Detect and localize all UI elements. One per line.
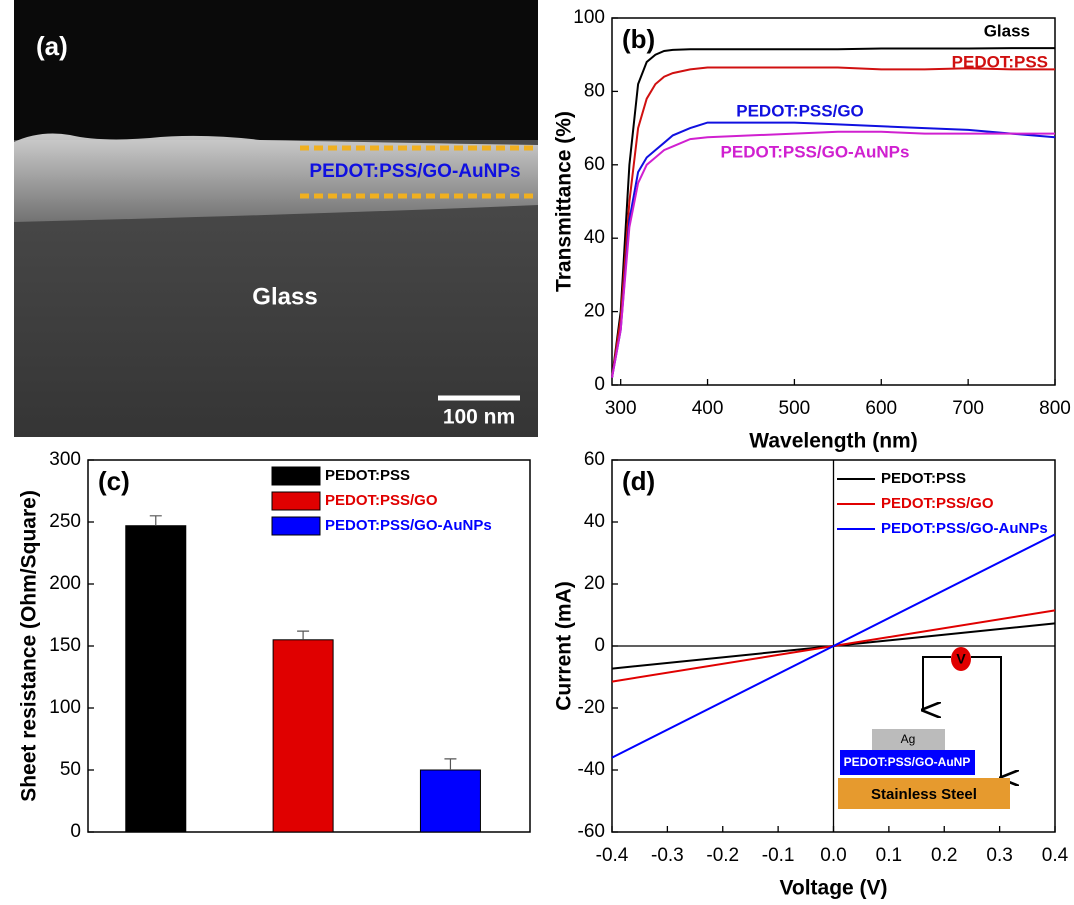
legend-swatch bbox=[271, 516, 321, 536]
error-bar bbox=[297, 630, 310, 640]
y-axis-label: Transmittance (%) bbox=[553, 111, 576, 292]
x-tick-label: 0.0 bbox=[820, 845, 846, 866]
x-tick-label: -0.1 bbox=[762, 845, 795, 866]
x-tick-label: -0.2 bbox=[706, 845, 739, 866]
inset-meter bbox=[951, 647, 971, 671]
legend-label: PEDOT:PSS bbox=[881, 470, 966, 487]
y-tick-label: 60 bbox=[584, 449, 605, 470]
x-tick-label: -0.4 bbox=[596, 845, 629, 866]
y-tick-label: 200 bbox=[49, 573, 81, 594]
y-tick-label: 20 bbox=[584, 573, 605, 594]
series-label: PEDOT:PSS/GO-AuNPs bbox=[721, 142, 910, 161]
data-line bbox=[611, 66, 1055, 378]
y-tick-label: 50 bbox=[60, 759, 81, 780]
y-tick-label: 0 bbox=[594, 374, 605, 395]
series-label: PEDOT:PSS/GO bbox=[736, 101, 864, 120]
data-line bbox=[611, 121, 1056, 378]
sem-vacuum bbox=[14, 0, 538, 140]
x-tick-label: 400 bbox=[692, 398, 724, 419]
data-line bbox=[611, 533, 1056, 759]
inset-label: PEDOT:PSS/GO-AuNP bbox=[844, 755, 971, 769]
legend-swatch bbox=[271, 466, 321, 486]
panel-label: (a) bbox=[36, 31, 68, 61]
y-tick-label: -20 bbox=[578, 697, 605, 718]
x-tick-label: 0.1 bbox=[876, 845, 902, 866]
legend-label: PEDOT:PSS bbox=[325, 467, 410, 484]
error-bar bbox=[444, 758, 457, 770]
x-tick-label: 0.4 bbox=[1042, 845, 1069, 866]
x-axis-label: Wavelength (nm) bbox=[749, 430, 917, 453]
y-tick-label: 300 bbox=[49, 449, 81, 470]
legend-label: PEDOT:PSS/GO bbox=[881, 495, 994, 512]
y-axis-label: Current (mA) bbox=[553, 581, 576, 711]
bar bbox=[272, 639, 334, 833]
x-tick-label: 0.3 bbox=[986, 845, 1012, 866]
inset-film bbox=[840, 750, 975, 775]
inset-substrate bbox=[838, 778, 1010, 809]
inset-wire bbox=[971, 656, 1001, 778]
series-label: PEDOT:PSS bbox=[952, 52, 1048, 71]
x-tick-label: 300 bbox=[605, 398, 637, 419]
y-tick-label: 0 bbox=[70, 821, 81, 842]
y-tick-label: 40 bbox=[584, 227, 605, 248]
x-tick-label: 700 bbox=[952, 398, 984, 419]
bar bbox=[125, 525, 187, 833]
inset-label: Stainless Steel bbox=[871, 786, 977, 803]
inset-label: V bbox=[956, 651, 966, 667]
y-tick-label: -60 bbox=[578, 821, 605, 842]
y-tick-label: 40 bbox=[584, 511, 605, 532]
y-axis-label: Sheet resistance (Ohm/Square) bbox=[18, 490, 41, 802]
error-bar bbox=[149, 515, 162, 526]
panel-label: (d) bbox=[622, 466, 655, 496]
y-tick-label: 150 bbox=[49, 635, 81, 656]
scale-bar-label: 100 nm bbox=[443, 406, 515, 429]
y-tick-label: 60 bbox=[584, 154, 605, 175]
x-tick-label: 0.2 bbox=[931, 845, 957, 866]
inset-label: Ag bbox=[901, 732, 916, 746]
data-line bbox=[611, 47, 1055, 378]
inset-wire bbox=[923, 656, 951, 710]
x-tick-label: 600 bbox=[865, 398, 897, 419]
plot-frame bbox=[611, 17, 1056, 386]
x-axis-label: Voltage (V) bbox=[779, 877, 887, 900]
sem-film bbox=[14, 133, 538, 222]
annotation: PEDOT:PSS/GO-AuNPs bbox=[309, 161, 520, 182]
y-tick-label: 20 bbox=[584, 301, 605, 322]
data-line bbox=[611, 130, 1055, 378]
x-tick-label: 800 bbox=[1039, 398, 1071, 419]
x-tick-label: 500 bbox=[779, 398, 811, 419]
y-tick-label: 100 bbox=[573, 7, 605, 28]
legend-label: PEDOT:PSS/GO-AuNPs bbox=[325, 517, 492, 534]
legend-label: PEDOT:PSS/GO bbox=[325, 492, 438, 509]
inset-electrode bbox=[872, 729, 945, 750]
legend-swatch bbox=[271, 491, 321, 511]
legend-label: PEDOT:PSS/GO-AuNPs bbox=[881, 520, 1048, 537]
y-tick-label: 250 bbox=[49, 511, 81, 532]
y-tick-label: 0 bbox=[594, 635, 605, 656]
y-tick-label: -40 bbox=[578, 759, 605, 780]
series-label: Glass bbox=[984, 21, 1030, 40]
y-tick-label: 100 bbox=[49, 697, 81, 718]
panel-label: (b) bbox=[622, 24, 655, 54]
panel-label: (c) bbox=[98, 466, 130, 496]
bar bbox=[419, 769, 481, 833]
x-tick-label: -0.3 bbox=[651, 845, 684, 866]
y-tick-label: 80 bbox=[584, 80, 605, 101]
annotation: Glass bbox=[252, 283, 317, 310]
